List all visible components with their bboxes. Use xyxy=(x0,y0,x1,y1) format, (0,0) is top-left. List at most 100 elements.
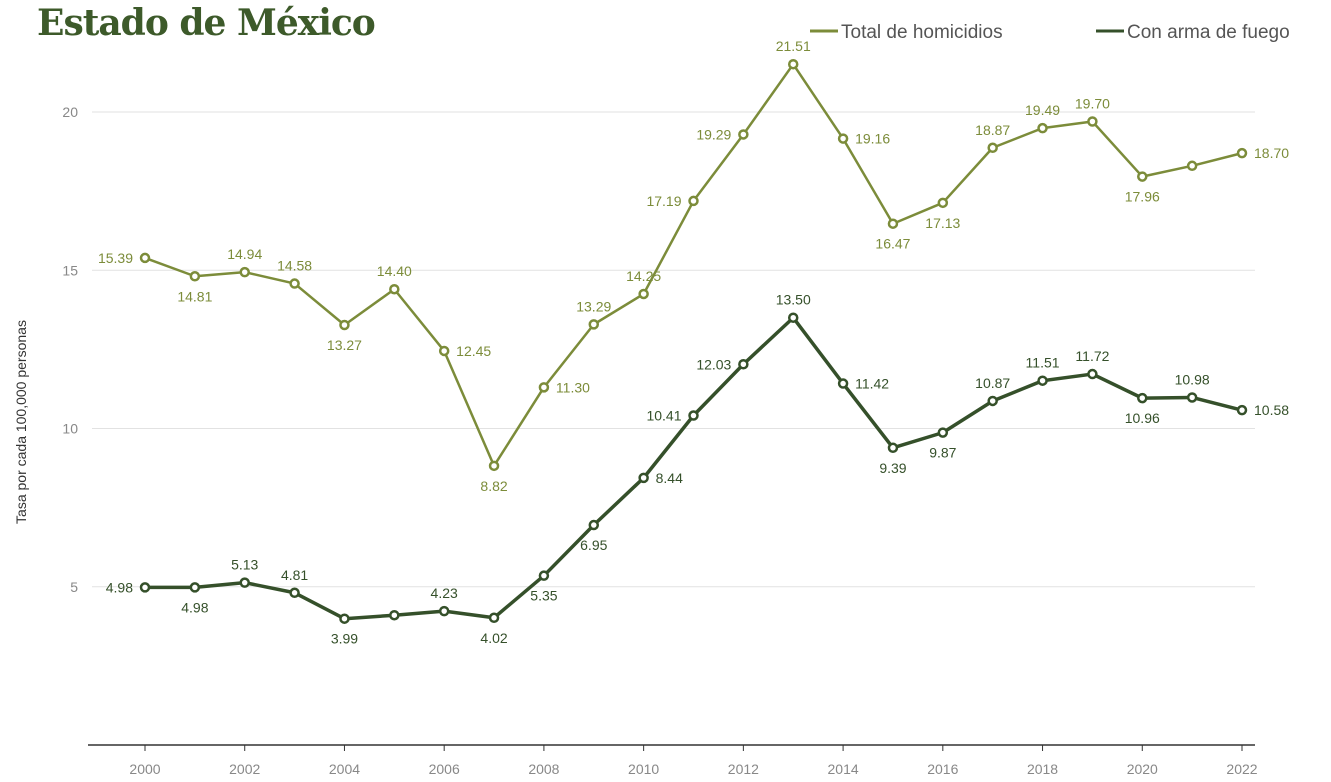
data-point[interactable] xyxy=(688,195,699,207)
data-point[interactable] xyxy=(1236,404,1248,416)
data-point[interactable] xyxy=(1087,116,1098,127)
legend[interactable]: Total de homicidios Con arma de fuego xyxy=(810,22,1290,43)
legend-item-label[interactable]: Con arma de fuego xyxy=(1127,22,1290,43)
data-point[interactable] xyxy=(488,612,500,624)
data-label: 14.81 xyxy=(177,288,212,304)
data-label: 10.87 xyxy=(975,375,1010,391)
chart-title: Estado de México xyxy=(37,2,376,44)
data-point[interactable] xyxy=(1236,147,1248,159)
data-point[interactable] xyxy=(787,312,799,323)
data-point[interactable] xyxy=(438,605,450,617)
data-label: 12.03 xyxy=(696,356,731,372)
data-label: 12.45 xyxy=(456,343,491,359)
data-label: 10.41 xyxy=(646,408,681,424)
data-label: 11.30 xyxy=(556,379,590,395)
data-label: 3.99 xyxy=(331,631,358,647)
data-label: 11.51 xyxy=(1026,355,1060,371)
x-tick-label: 2008 xyxy=(528,761,559,777)
series-arma-de-fuego: 4.98 4.98 5.13 4.81 3.99 4.23 4.02 5.35 6.95 8.44… xyxy=(106,292,1289,647)
x-tick-label: 2014 xyxy=(828,761,859,777)
x-tick-label: 2016 xyxy=(927,761,958,777)
data-point[interactable] xyxy=(588,519,600,531)
x-tick-label: 2004 xyxy=(329,761,360,777)
x-tick-label: 2010 xyxy=(628,761,659,777)
data-point[interactable] xyxy=(638,472,649,484)
data-point[interactable] xyxy=(389,609,400,621)
data-point[interactable] xyxy=(488,460,500,472)
data-label: 19.29 xyxy=(696,126,731,142)
data-label: 10.98 xyxy=(1175,371,1210,387)
data-label: 14.25 xyxy=(626,268,661,284)
data-point[interactable] xyxy=(887,218,899,229)
data-point[interactable] xyxy=(688,410,699,421)
data-label: 19.70 xyxy=(1075,95,1110,111)
data-point[interactable] xyxy=(189,582,201,593)
data-point[interactable] xyxy=(139,582,151,593)
series-total-homicidios: 15.39 14.81 14.94 14.58 13.27 14.40 12.45 8.82 1… xyxy=(98,38,1289,494)
data-point[interactable] xyxy=(189,271,201,282)
data-label: 16.47 xyxy=(875,236,910,252)
data-point[interactable] xyxy=(1087,368,1098,380)
data-label: 14.58 xyxy=(277,258,312,274)
y-tick-label: 15 xyxy=(62,262,78,278)
data-point[interactable] xyxy=(738,359,749,370)
data-label: 18.70 xyxy=(1254,145,1289,161)
data-label: 14.40 xyxy=(377,263,412,279)
data-point[interactable] xyxy=(1037,375,1048,386)
data-point[interactable] xyxy=(239,266,250,278)
data-point[interactable] xyxy=(289,278,300,289)
data-label: 8.82 xyxy=(480,478,507,494)
data-point[interactable] xyxy=(239,577,250,588)
data-label: 17.19 xyxy=(646,193,681,209)
y-axis-label: Tasa por cada 100,000 personas xyxy=(13,320,29,524)
data-point[interactable] xyxy=(339,613,350,624)
data-point[interactable] xyxy=(139,252,151,264)
data-point[interactable] xyxy=(1037,122,1048,134)
data-label: 17.96 xyxy=(1125,189,1160,205)
data-point[interactable] xyxy=(837,133,849,144)
legend-item-label[interactable]: Total de homicidios xyxy=(841,22,1003,43)
data-point[interactable] xyxy=(1137,171,1148,182)
data-label: 11.72 xyxy=(1075,348,1109,364)
data-label: 8.44 xyxy=(656,470,683,486)
x-tick-label: 2002 xyxy=(229,761,260,777)
data-point[interactable] xyxy=(538,570,550,581)
data-label: 14.94 xyxy=(227,246,262,262)
data-label: 9.39 xyxy=(879,460,906,476)
data-point[interactable] xyxy=(738,129,749,140)
data-point[interactable] xyxy=(937,427,949,438)
data-point[interactable] xyxy=(1137,392,1148,404)
data-point[interactable] xyxy=(638,288,649,300)
data-label: 15.39 xyxy=(98,250,133,266)
data-point[interactable] xyxy=(438,345,450,357)
data-label: 4.98 xyxy=(106,579,133,595)
x-tick-label: 2018 xyxy=(1027,761,1058,777)
data-point[interactable] xyxy=(987,142,998,154)
data-label: 10.96 xyxy=(1125,410,1160,426)
data-point[interactable] xyxy=(339,319,350,331)
x-tick-label: 2022 xyxy=(1226,761,1257,777)
data-label: 17.13 xyxy=(925,215,960,231)
data-point[interactable] xyxy=(787,58,799,70)
data-point[interactable] xyxy=(1186,160,1198,172)
data-label: 5.35 xyxy=(530,588,557,604)
x-tick-label: 2012 xyxy=(728,761,759,777)
data-point[interactable] xyxy=(937,197,949,209)
data-point[interactable] xyxy=(538,382,550,393)
data-point[interactable] xyxy=(887,442,899,454)
x-axis: 2000 2002 2004 2006 2008 2010 2012 2014 2016 2018… xyxy=(88,744,1258,777)
data-point[interactable] xyxy=(588,319,600,330)
data-label: 5.13 xyxy=(231,557,258,573)
data-label: 4.81 xyxy=(281,567,308,583)
data-point[interactable] xyxy=(837,378,849,389)
data-point[interactable] xyxy=(987,395,998,407)
data-label: 6.95 xyxy=(580,537,607,553)
data-label: 13.50 xyxy=(776,292,811,308)
data-point[interactable] xyxy=(1186,392,1198,403)
data-label: 4.98 xyxy=(181,599,208,615)
data-point[interactable] xyxy=(289,587,300,599)
data-label: 9.87 xyxy=(929,445,956,461)
data-point[interactable] xyxy=(389,283,400,295)
data-label: 10.58 xyxy=(1254,402,1289,418)
